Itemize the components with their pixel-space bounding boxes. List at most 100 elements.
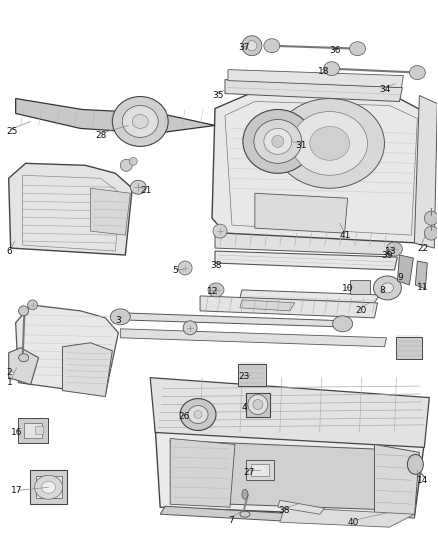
Text: 34: 34 — [379, 85, 391, 94]
Ellipse shape — [42, 481, 56, 493]
Text: 25: 25 — [7, 127, 18, 136]
Ellipse shape — [178, 261, 192, 275]
Ellipse shape — [130, 180, 146, 194]
Polygon shape — [240, 300, 295, 311]
Polygon shape — [215, 231, 397, 255]
Text: 11: 11 — [417, 284, 429, 293]
Ellipse shape — [120, 159, 132, 171]
Text: 35: 35 — [212, 91, 223, 100]
Ellipse shape — [272, 135, 284, 148]
Ellipse shape — [112, 96, 168, 147]
Ellipse shape — [110, 309, 130, 325]
Ellipse shape — [424, 211, 438, 225]
Bar — [35, 426, 42, 434]
Ellipse shape — [332, 316, 353, 332]
Polygon shape — [155, 427, 424, 517]
Bar — [350, 280, 370, 294]
Polygon shape — [414, 95, 437, 248]
Text: 36: 36 — [330, 46, 341, 55]
Text: 23: 23 — [238, 372, 249, 381]
Polygon shape — [63, 343, 112, 397]
Text: 41: 41 — [339, 231, 351, 240]
Ellipse shape — [242, 36, 262, 55]
Bar — [251, 464, 269, 477]
Ellipse shape — [213, 224, 227, 238]
Polygon shape — [228, 70, 403, 87]
Ellipse shape — [132, 115, 148, 128]
Ellipse shape — [275, 99, 385, 188]
Polygon shape — [16, 305, 118, 394]
Bar — [35, 477, 61, 498]
Polygon shape — [278, 500, 325, 514]
Ellipse shape — [424, 226, 438, 240]
Polygon shape — [170, 440, 407, 510]
Ellipse shape — [243, 109, 313, 173]
Text: 39: 39 — [381, 251, 393, 260]
Polygon shape — [150, 378, 429, 447]
Ellipse shape — [188, 406, 208, 424]
Ellipse shape — [254, 119, 302, 163]
Polygon shape — [120, 329, 386, 347]
Bar — [24, 423, 42, 439]
Text: 18: 18 — [318, 67, 329, 76]
Text: 5: 5 — [172, 266, 178, 276]
Text: 38: 38 — [210, 261, 222, 270]
Ellipse shape — [350, 42, 366, 55]
Polygon shape — [16, 99, 215, 133]
Ellipse shape — [242, 489, 248, 499]
Polygon shape — [160, 506, 370, 524]
Text: 16: 16 — [11, 428, 22, 437]
Polygon shape — [170, 439, 235, 507]
Ellipse shape — [247, 41, 257, 51]
Ellipse shape — [410, 66, 425, 79]
Ellipse shape — [122, 106, 158, 138]
Polygon shape — [9, 348, 39, 385]
Text: 20: 20 — [356, 306, 367, 316]
Text: 2: 2 — [7, 368, 12, 377]
Text: 6: 6 — [7, 247, 12, 255]
Ellipse shape — [292, 111, 367, 175]
Polygon shape — [240, 290, 379, 303]
Bar — [238, 364, 266, 385]
Ellipse shape — [194, 410, 202, 418]
Bar — [30, 470, 67, 504]
Text: 9: 9 — [397, 273, 403, 282]
Polygon shape — [255, 193, 348, 233]
Text: 17: 17 — [11, 486, 22, 495]
Polygon shape — [120, 313, 345, 327]
Ellipse shape — [180, 399, 216, 431]
Polygon shape — [397, 255, 413, 285]
Ellipse shape — [407, 455, 424, 474]
Ellipse shape — [386, 242, 403, 256]
Ellipse shape — [264, 128, 292, 155]
Bar — [396, 337, 422, 359]
Polygon shape — [415, 261, 427, 289]
Text: 14: 14 — [417, 476, 429, 485]
Polygon shape — [212, 94, 427, 243]
Text: 22: 22 — [417, 244, 429, 253]
Ellipse shape — [28, 300, 38, 310]
Ellipse shape — [381, 283, 393, 293]
Ellipse shape — [374, 276, 401, 300]
Bar — [246, 393, 270, 416]
Ellipse shape — [248, 394, 268, 415]
Text: 31: 31 — [296, 141, 307, 150]
Ellipse shape — [310, 126, 350, 160]
Bar — [246, 461, 274, 480]
Text: 26: 26 — [178, 412, 190, 421]
Polygon shape — [225, 79, 403, 101]
Ellipse shape — [324, 62, 339, 76]
Ellipse shape — [253, 400, 263, 409]
Ellipse shape — [264, 39, 280, 53]
Text: 27: 27 — [243, 468, 254, 477]
Polygon shape — [215, 251, 397, 270]
Polygon shape — [9, 163, 132, 255]
Text: 40: 40 — [348, 518, 359, 527]
Text: 21: 21 — [140, 185, 152, 195]
Text: 12: 12 — [207, 287, 219, 296]
Ellipse shape — [183, 321, 197, 335]
Ellipse shape — [35, 475, 63, 499]
Text: 3: 3 — [115, 316, 121, 325]
Ellipse shape — [240, 511, 250, 517]
Text: 13: 13 — [385, 247, 396, 255]
